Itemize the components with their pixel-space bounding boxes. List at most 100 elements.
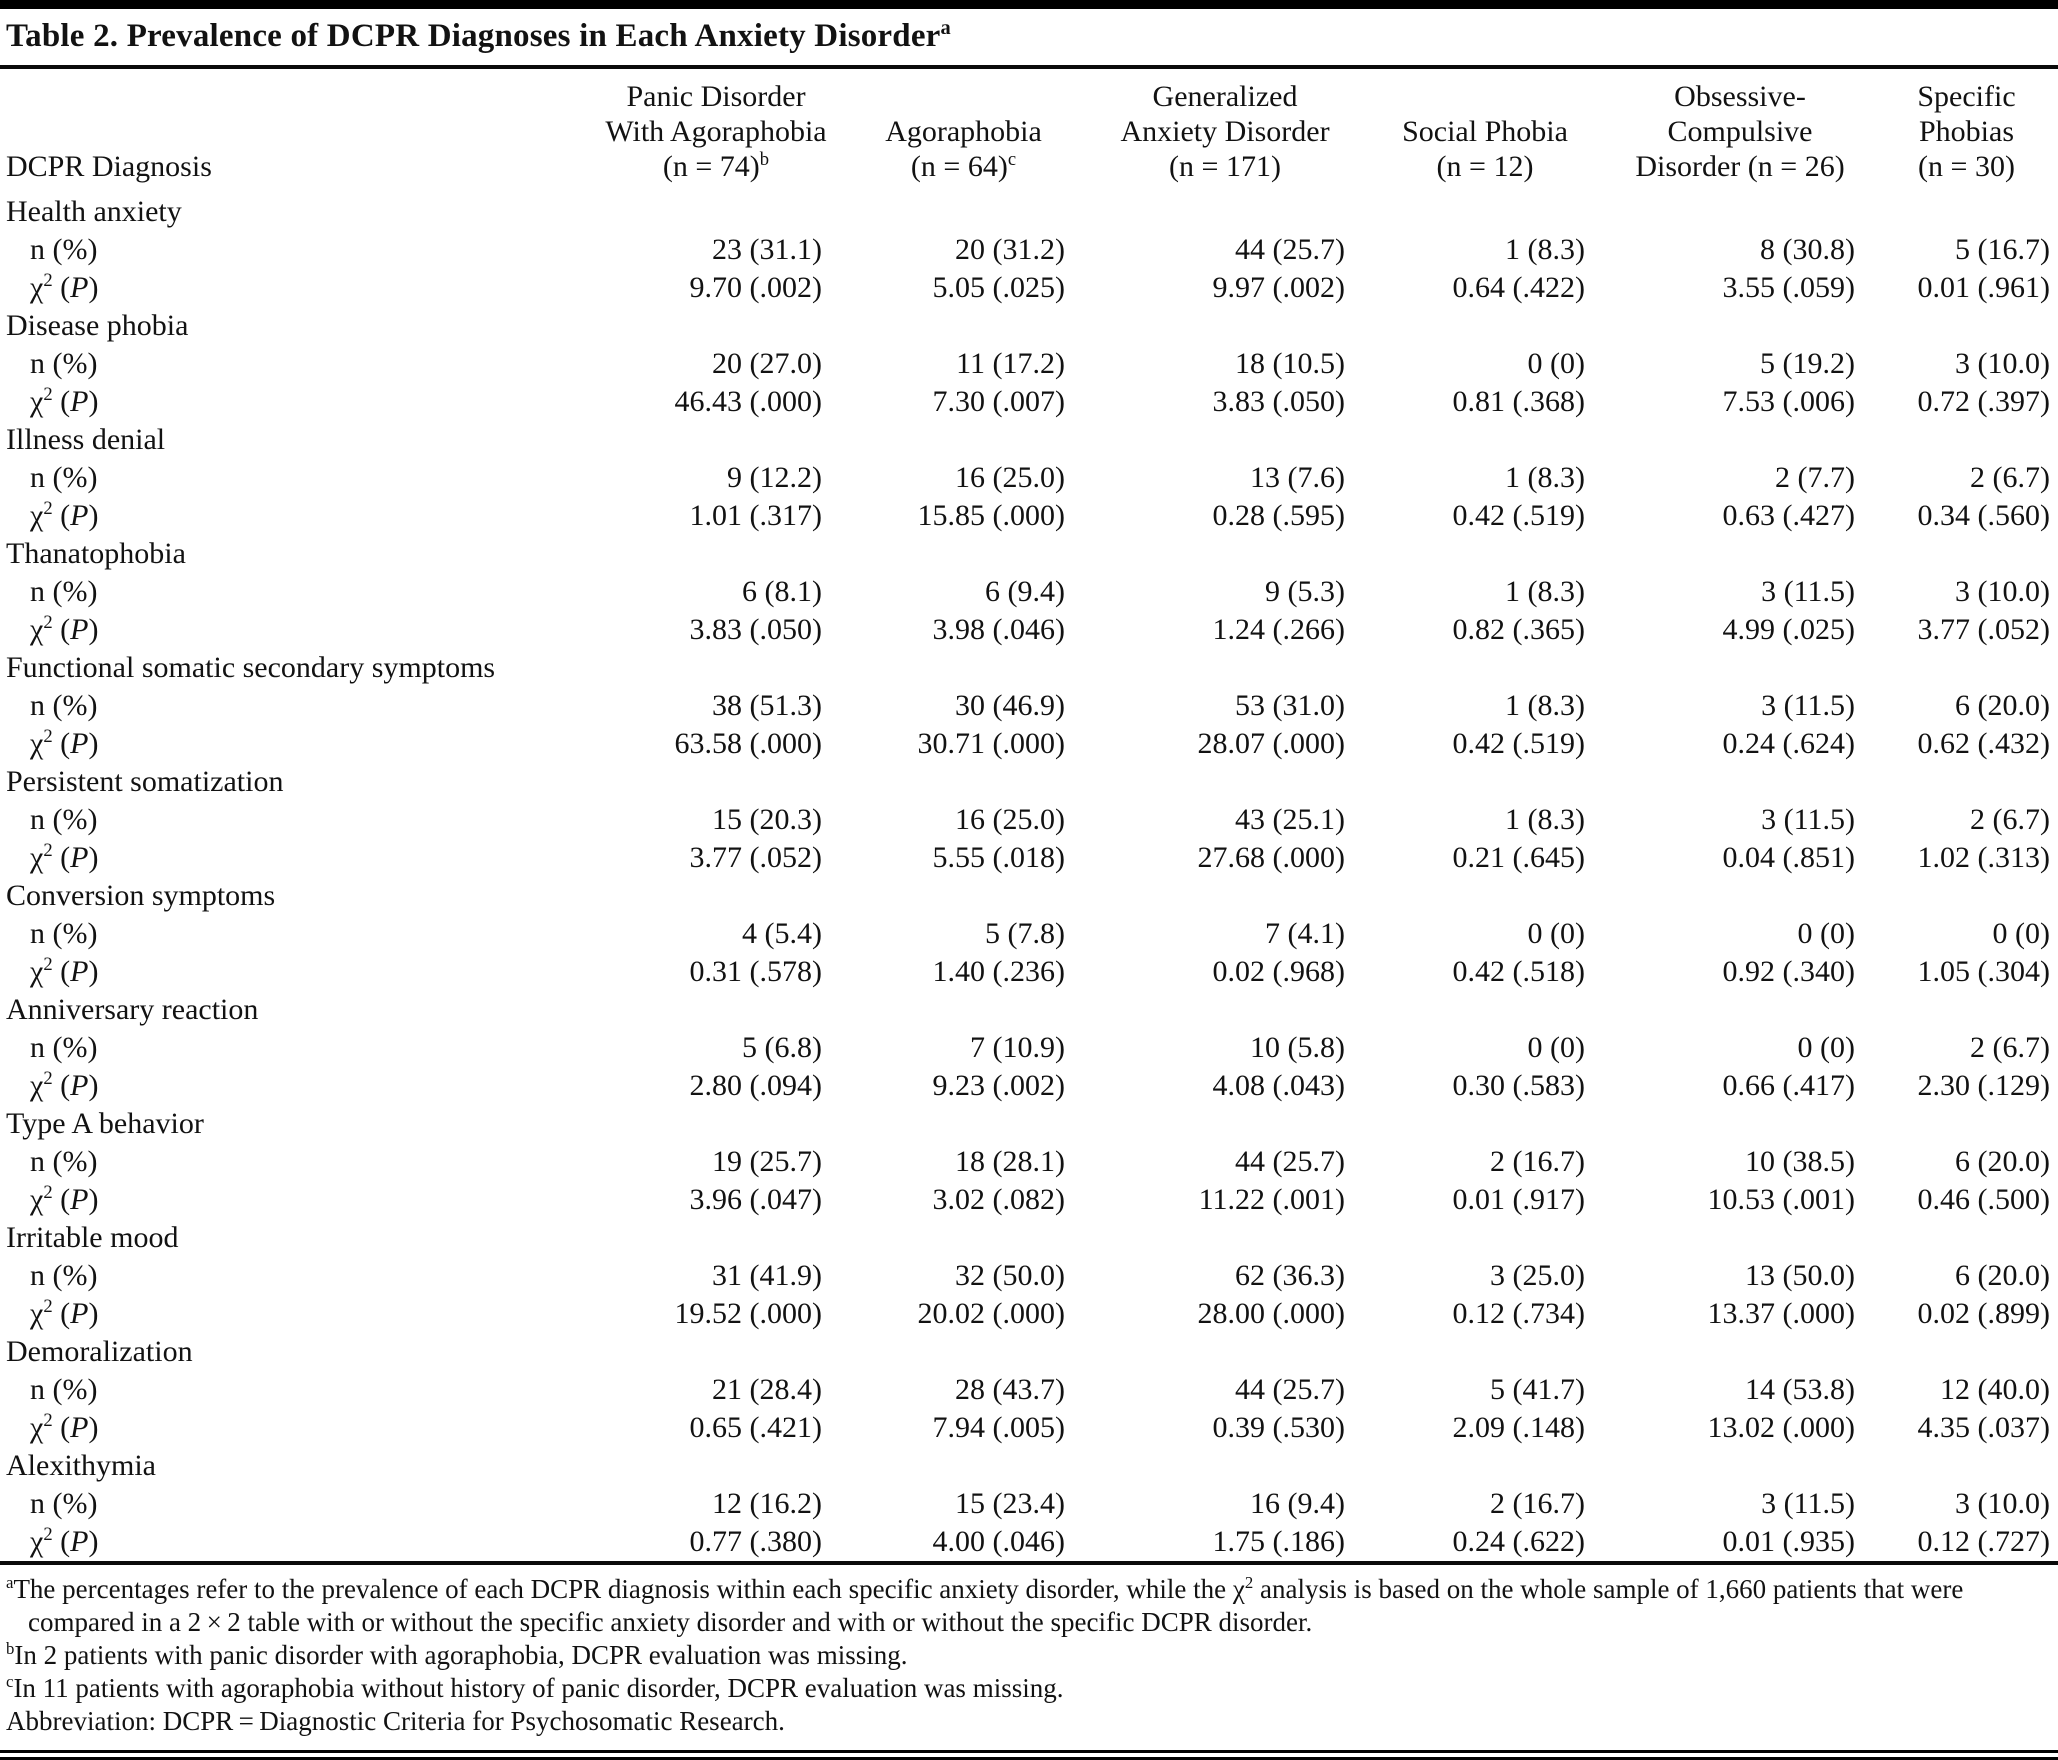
chi2-p-row-label: χ2 (P)	[30, 1410, 99, 1444]
chi2-p-value: 1.24 (.266)	[1212, 613, 1345, 646]
n-pct-value: 6 (20.0)	[1955, 1259, 2050, 1292]
n-pct-value: 2 (7.7)	[1775, 461, 1855, 494]
chi2-p-value: 28.07 (.000)	[1197, 727, 1345, 760]
chi2-p-value: 4.00 (.046)	[932, 1525, 1065, 1558]
chi2-p-value: 0.02 (.968)	[1212, 955, 1345, 988]
n-pct-row: n (%) 21 (28.4) 28 (43.7) 44 (25.7) 5 (41.7)…	[0, 1371, 2058, 1409]
n-pct-value: 10 (38.5)	[1745, 1145, 1855, 1178]
n-pct-value: 3 (10.0)	[1955, 575, 2050, 608]
chi2-p-value: 10.53 (.001)	[1707, 1183, 1855, 1216]
chi2-p-value: 1.40 (.236)	[932, 955, 1065, 988]
chi2-p-value: 4.35 (.037)	[1917, 1411, 2050, 1444]
column-header-superscript: c	[1007, 149, 1017, 170]
chi2-p-row-label: χ2 (P)	[30, 498, 99, 532]
footnote-marker: a	[6, 1573, 14, 1592]
diagnosis-name-cell: Persistent somatization	[6, 765, 284, 798]
n-pct-row: n (%) 12 (16.2) 15 (23.4) 16 (9.4) 2 (16.7) 3…	[0, 1485, 2058, 1523]
chi2-p-value: 0.92 (.340)	[1722, 955, 1855, 988]
diagnosis-row: Irritable mood	[0, 1219, 2058, 1257]
diagnosis-name-cell: Demoralization	[6, 1335, 193, 1368]
column-header-line: Disorder (n = 26)	[1635, 150, 1845, 183]
n-pct-row: n (%) 31 (41.9) 32 (50.0) 62 (36.3) 3 (25.0)…	[0, 1257, 2058, 1295]
chi2-p-value: 7.30 (.007)	[932, 385, 1065, 418]
column-header-line: Anxiety Disorder	[1120, 115, 1330, 148]
chi2-p-value: 0.46 (.500)	[1917, 1183, 2050, 1216]
n-pct-value: 6 (20.0)	[1955, 689, 2050, 722]
n-pct-value: 44 (25.7)	[1235, 233, 1345, 266]
n-pct-value: 38 (51.3)	[712, 689, 822, 722]
n-pct-value: 18 (28.1)	[955, 1145, 1065, 1178]
n-pct-value: 5 (16.7)	[1955, 233, 2050, 266]
n-pct-row: n (%) 4 (5.4) 5 (7.8) 7 (4.1) 0 (0) 0 (0) 0 (0…	[0, 915, 2058, 953]
n-pct-value: 12 (16.2)	[712, 1487, 822, 1520]
n-pct-value: 3 (11.5)	[1761, 689, 1855, 722]
chi2-p-value: 2.80 (.094)	[689, 1069, 822, 1102]
column-header-line: (n = 30)	[1918, 150, 2015, 183]
chi2-p-value: 0.62 (.432)	[1917, 727, 2050, 760]
n-pct-value: 3 (11.5)	[1761, 575, 1855, 608]
chi2-p-value: 1.05 (.304)	[1917, 955, 2050, 988]
n-pct-value: 0 (0)	[1797, 917, 1855, 950]
column-header: Social Phobia (n = 12)	[1365, 69, 1605, 193]
title-bottom-rule	[0, 65, 2058, 69]
chi2-p-value: 0.01 (.917)	[1452, 1183, 1585, 1216]
chi2-p-value: 0.21 (.645)	[1452, 841, 1585, 874]
n-pct-value: 9 (5.3)	[1265, 575, 1345, 608]
footnote-a: aThe percentages refer to the prevalence…	[6, 1573, 1964, 1637]
chi2-p-value: 0.42 (.518)	[1452, 955, 1585, 988]
n-pct-value: 44 (25.7)	[1235, 1145, 1345, 1178]
n-pct-row-label: n (%)	[30, 1145, 98, 1178]
chi2-p-value: 0.31 (.578)	[689, 955, 822, 988]
chi2-p-value: 27.68 (.000)	[1197, 841, 1345, 874]
n-pct-row: n (%) 9 (12.2) 16 (25.0) 13 (7.6) 1 (8.3) 2 (…	[0, 459, 2058, 497]
n-pct-row: n (%) 5 (6.8) 7 (10.9) 10 (5.8) 0 (0) 0 (0) 2 …	[0, 1029, 2058, 1067]
n-pct-row-label: n (%)	[30, 575, 98, 608]
chi2-p-row-label: χ2 (P)	[30, 726, 99, 760]
n-pct-value: 8 (30.8)	[1760, 233, 1855, 266]
chi2-p-value: 0.66 (.417)	[1722, 1069, 1855, 1102]
column-header-line: Phobias	[1918, 115, 2014, 148]
diagnosis-name-cell: Anniversary reaction	[6, 993, 259, 1026]
n-pct-value: 16 (25.0)	[955, 461, 1065, 494]
diagnosis-row: Anniversary reaction	[0, 991, 2058, 1029]
column-header: Agoraphobia (n = 64)c	[842, 69, 1085, 193]
n-pct-value: 6 (20.0)	[1955, 1145, 2050, 1178]
diagnosis-row: Disease phobia	[0, 307, 2058, 345]
n-pct-value: 31 (41.9)	[712, 1259, 822, 1292]
chi2-p-row: χ2 (P) 9.70 (.002) 5.05 (.025) 9.97 (.002) 0…	[0, 269, 2058, 307]
chi2-p-value: 0.39 (.530)	[1212, 1411, 1345, 1444]
chi2-p-value: 0.12 (.734)	[1452, 1297, 1585, 1330]
chi2-p-row: χ2 (P) 2.80 (.094) 9.23 (.002) 4.08 (.043) 0…	[0, 1067, 2058, 1105]
footnote-c: cIn 11 patients with agoraphobia without…	[6, 1672, 1064, 1703]
n-pct-row-label: n (%)	[30, 461, 98, 494]
column-header-row: DCPR Diagnosis Panic Disorder With Agorap…	[0, 69, 2058, 193]
diagnosis-row: Functional somatic secondary symptoms	[0, 649, 2058, 687]
chi2-p-value: 3.96 (.047)	[689, 1183, 822, 1216]
diagnosis-row: Type A behavior	[0, 1105, 2058, 1143]
column-header-line: Panic Disorder	[626, 80, 806, 113]
chi2-p-value: 0.24 (.622)	[1452, 1525, 1585, 1558]
chi2-p-row: χ2 (P) 0.65 (.421) 7.94 (.005) 0.39 (.530) 2…	[0, 1409, 2058, 1447]
n-pct-value: 2 (16.7)	[1490, 1145, 1585, 1178]
n-pct-value: 3 (11.5)	[1761, 803, 1855, 836]
chi2-p-value: 0.63 (.427)	[1722, 499, 1855, 532]
chi2-p-value: 0.65 (.421)	[689, 1411, 822, 1444]
chi2-p-value: 0.02 (.899)	[1917, 1297, 2050, 1330]
chi2-p-value: 9.23 (.002)	[932, 1069, 1065, 1102]
n-pct-value: 5 (41.7)	[1490, 1373, 1585, 1406]
n-pct-value: 4 (5.4)	[742, 917, 822, 950]
n-pct-value: 0 (0)	[1527, 917, 1585, 950]
body-bottom-rule	[0, 1561, 2058, 1565]
n-pct-value: 15 (23.4)	[955, 1487, 1065, 1520]
diagnosis-name-cell: Irritable mood	[6, 1221, 179, 1254]
footnote-marker: c	[6, 1672, 14, 1691]
n-pct-value: 3 (10.0)	[1955, 347, 2050, 380]
diagnosis-name-cell: Type A behavior	[6, 1107, 204, 1140]
n-pct-row-label: n (%)	[30, 233, 98, 266]
column-header-line: Specific	[1917, 80, 2016, 113]
chi2-p-value: 3.55 (.059)	[1722, 271, 1855, 304]
diagnosis-name-cell: Alexithymia	[6, 1449, 156, 1482]
n-pct-value: 3 (11.5)	[1761, 1487, 1855, 1520]
footnote-b: bIn 2 patients with panic disorder with …	[6, 1639, 908, 1670]
